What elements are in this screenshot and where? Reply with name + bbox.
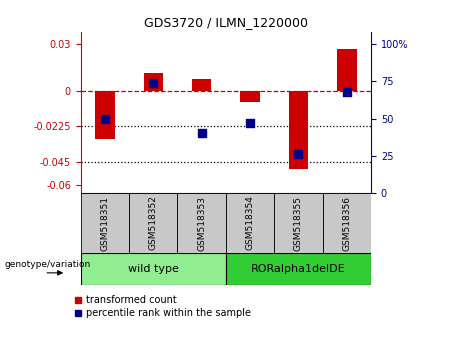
- Bar: [81, 253, 226, 285]
- Title: GDS3720 / ILMN_1220000: GDS3720 / ILMN_1220000: [144, 16, 308, 29]
- Text: RORalpha1delDE: RORalpha1delDE: [251, 264, 346, 274]
- Bar: [274, 193, 323, 253]
- Bar: [95, 91, 114, 139]
- Bar: [323, 193, 371, 253]
- Bar: [226, 193, 274, 253]
- Point: [101, 116, 109, 121]
- Bar: [289, 91, 308, 170]
- Bar: [81, 193, 129, 253]
- Bar: [144, 73, 163, 91]
- Bar: [226, 253, 371, 285]
- Bar: [177, 193, 226, 253]
- Point: [295, 152, 302, 157]
- Bar: [240, 91, 260, 102]
- Point: [149, 80, 157, 86]
- Text: GSM518351: GSM518351: [100, 195, 109, 251]
- Text: wild type: wild type: [128, 264, 179, 274]
- Text: GSM518353: GSM518353: [197, 195, 206, 251]
- Text: GSM518354: GSM518354: [246, 195, 254, 251]
- Legend: transformed count, percentile rank within the sample: transformed count, percentile rank withi…: [74, 295, 251, 318]
- Point: [246, 120, 254, 126]
- Text: GSM518352: GSM518352: [149, 195, 158, 251]
- Bar: [337, 49, 356, 91]
- Bar: [129, 193, 177, 253]
- Point: [343, 89, 350, 95]
- Bar: [192, 79, 211, 91]
- Text: GSM518355: GSM518355: [294, 195, 303, 251]
- Text: GSM518356: GSM518356: [343, 195, 351, 251]
- Text: genotype/variation: genotype/variation: [4, 260, 90, 269]
- Point: [198, 131, 205, 136]
